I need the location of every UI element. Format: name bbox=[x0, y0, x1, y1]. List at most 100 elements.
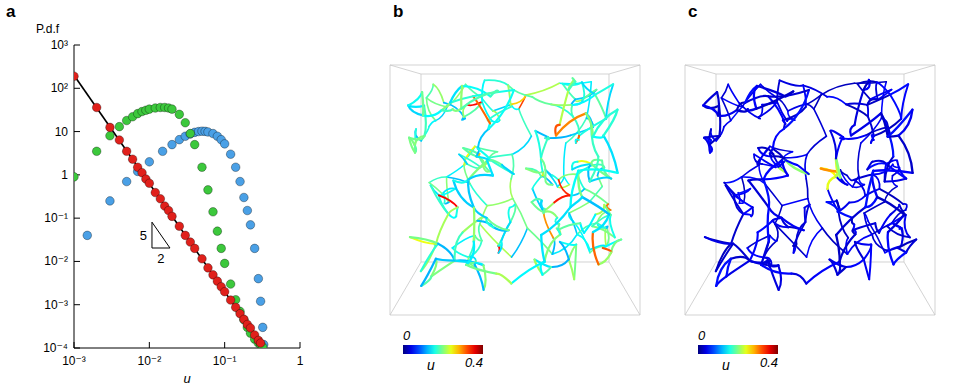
box-edge bbox=[390, 262, 421, 315]
y-tick bbox=[74, 218, 80, 219]
network-edge bbox=[854, 175, 873, 180]
network-edge bbox=[593, 110, 618, 137]
data-point bbox=[181, 118, 190, 127]
panel-c: c00.4u bbox=[685, 2, 935, 373]
network-edge bbox=[558, 229, 561, 234]
x-tick bbox=[300, 342, 301, 348]
network-edge bbox=[453, 109, 462, 111]
network-edge bbox=[541, 235, 544, 262]
network-edge bbox=[731, 214, 743, 244]
box-edge bbox=[421, 74, 609, 75]
network-edge bbox=[703, 105, 718, 115]
network-edge bbox=[887, 226, 910, 237]
network-edge bbox=[584, 215, 595, 233]
data-point bbox=[115, 136, 124, 145]
network-edge bbox=[836, 207, 865, 235]
network-edge bbox=[491, 160, 502, 165]
network-edge bbox=[748, 179, 763, 180]
network-edge bbox=[429, 121, 436, 127]
network-edge bbox=[855, 242, 864, 260]
network-edge bbox=[466, 242, 474, 265]
network-edge bbox=[532, 97, 551, 105]
colorbar-tick-label: 0 bbox=[403, 328, 411, 343]
network-edge bbox=[511, 95, 526, 104]
network-edge bbox=[805, 154, 807, 179]
data-point bbox=[246, 221, 255, 230]
data-point bbox=[186, 130, 195, 139]
network-edge bbox=[717, 92, 719, 115]
network-edge bbox=[797, 165, 809, 174]
network-edge bbox=[888, 214, 904, 232]
data-point bbox=[168, 212, 177, 221]
network-edge bbox=[899, 110, 913, 136]
network-edge bbox=[724, 121, 731, 127]
x-tick bbox=[74, 342, 75, 348]
network-edge bbox=[731, 257, 750, 261]
network-edge bbox=[468, 179, 474, 207]
network-edge bbox=[734, 189, 750, 196]
network bbox=[703, 80, 916, 290]
network-edge bbox=[560, 242, 569, 260]
box-edge bbox=[935, 65, 936, 315]
network-edge bbox=[855, 242, 871, 245]
colorbar-tick-label: 0.4 bbox=[760, 355, 778, 370]
network-edge bbox=[903, 204, 907, 210]
network-edge bbox=[461, 91, 498, 108]
network-edge bbox=[854, 180, 866, 196]
network-edge bbox=[436, 214, 448, 244]
network-edge bbox=[595, 95, 606, 119]
network-edge bbox=[782, 161, 788, 175]
network-edge bbox=[757, 86, 785, 96]
network-edge bbox=[770, 236, 777, 241]
network-edge bbox=[742, 165, 759, 177]
network-edge bbox=[426, 98, 435, 121]
x-tick-label: 10⁻¹ bbox=[213, 354, 237, 368]
network-edge bbox=[814, 109, 827, 136]
network-edge bbox=[872, 234, 885, 249]
y-tick bbox=[74, 261, 80, 262]
network-edge bbox=[764, 179, 770, 207]
network-edge bbox=[512, 228, 528, 257]
network-edge bbox=[545, 178, 552, 185]
y-tick bbox=[74, 304, 80, 305]
network-edge bbox=[558, 185, 570, 188]
data-point bbox=[122, 147, 131, 156]
box-edge bbox=[609, 65, 640, 74]
network-edge bbox=[867, 95, 890, 105]
network-edge bbox=[703, 92, 717, 105]
network-edge bbox=[474, 263, 484, 290]
network bbox=[408, 78, 621, 290]
data-point bbox=[106, 197, 115, 206]
network-edge bbox=[885, 179, 907, 182]
network-edge bbox=[544, 211, 557, 217]
network-edge bbox=[750, 232, 758, 260]
network-edge bbox=[590, 178, 612, 182]
network-edge bbox=[473, 208, 476, 242]
network-edge bbox=[469, 175, 493, 180]
data-point bbox=[217, 244, 226, 253]
network-edge bbox=[770, 149, 773, 157]
network-edge bbox=[827, 97, 846, 105]
network-edge bbox=[806, 95, 821, 104]
network-edge bbox=[478, 149, 491, 161]
network-edge bbox=[429, 177, 446, 183]
data-point bbox=[240, 193, 249, 202]
network-edge bbox=[873, 170, 912, 173]
network-edge bbox=[564, 143, 566, 176]
colorbar-tick-label: 0.4 bbox=[465, 355, 483, 370]
box-edge bbox=[685, 65, 686, 315]
network-edge bbox=[545, 234, 561, 261]
network-edge bbox=[478, 129, 489, 149]
network-edge bbox=[541, 176, 552, 184]
network-edge bbox=[558, 230, 560, 234]
network-edge bbox=[423, 110, 442, 116]
network-edge bbox=[485, 80, 509, 85]
network-edge bbox=[408, 105, 424, 106]
box-edge bbox=[685, 262, 716, 315]
network-edge bbox=[422, 92, 423, 115]
network-edge bbox=[541, 201, 544, 209]
network-edge bbox=[906, 240, 916, 253]
data-point bbox=[226, 296, 235, 305]
network-edge bbox=[453, 179, 468, 182]
network-edge bbox=[611, 240, 621, 253]
